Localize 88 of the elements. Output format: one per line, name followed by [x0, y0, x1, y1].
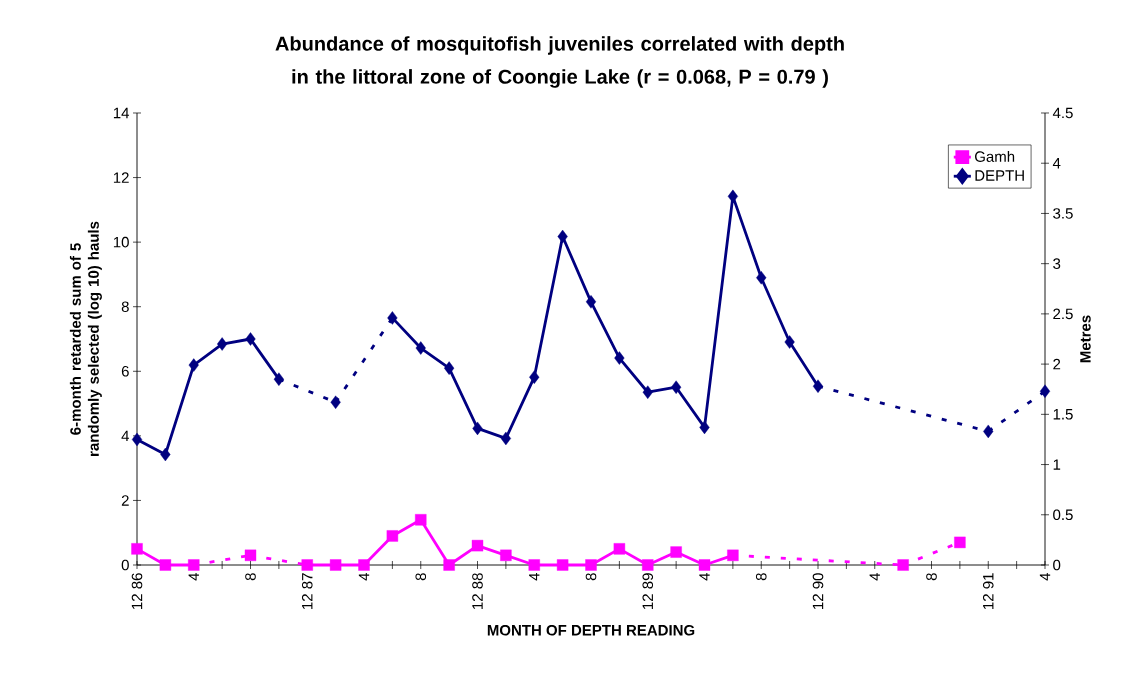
y-tick-label: 6: [121, 365, 129, 377]
point: [897, 559, 909, 571]
x-tick-label: 8: [585, 573, 597, 581]
x-tick-label: 12 88: [472, 573, 483, 609]
point: [528, 559, 540, 571]
y2-tick-label: 3.5: [1053, 208, 1073, 219]
point: [727, 189, 738, 204]
y2-tick-label: 1.5: [1053, 409, 1073, 420]
x-axis-title: MONTH OF DEPTH READING: [487, 624, 695, 636]
point: [784, 335, 795, 349]
point: [301, 559, 313, 571]
x-tick-label: 4: [1039, 572, 1051, 581]
point: [585, 559, 597, 571]
x-tick-label: 8: [755, 573, 767, 581]
point: [188, 559, 200, 571]
x-tick-label: 8: [245, 573, 256, 581]
x-tick-label: 4: [529, 572, 540, 581]
point: [500, 549, 512, 562]
y2-tick-label: 1: [1053, 459, 1061, 470]
y-tick-label: 8: [121, 301, 129, 313]
y-tick-label: 10: [113, 236, 129, 248]
point: [642, 385, 653, 399]
point: [613, 543, 626, 555]
point: [954, 536, 966, 549]
x-tick-label: 4: [699, 572, 710, 581]
point: [699, 420, 710, 435]
point: [244, 549, 257, 562]
y-tick-label: 0: [121, 559, 129, 571]
point: [698, 559, 711, 571]
y2-tick-label: 4.5: [1052, 107, 1073, 119]
point: [131, 432, 143, 447]
y2-tick-label: 4: [1052, 158, 1061, 169]
x-tick-label: 8: [926, 573, 937, 581]
x-tick-label: 4: [188, 572, 199, 581]
point: [614, 351, 625, 365]
point: [671, 380, 682, 394]
x-tick-label: 12 86: [131, 573, 143, 609]
point: [500, 431, 511, 446]
legend-label: DEPTH: [975, 170, 1024, 181]
point: [556, 559, 569, 571]
point: [188, 358, 199, 372]
x-tick-label: 4: [358, 572, 370, 581]
point: [329, 559, 342, 571]
x-tick-label: 12 87: [301, 573, 313, 609]
y-tick-label: 4: [121, 430, 130, 442]
point: [642, 559, 654, 571]
point: [529, 370, 540, 384]
y2-tick-label: 2.5: [1053, 308, 1073, 320]
legend-label: Gamh: [975, 150, 1015, 162]
point: [756, 271, 767, 285]
y2-tick-label: 3: [1053, 258, 1061, 269]
point: [330, 395, 341, 409]
point: [245, 332, 256, 346]
y2-tick-label: 2: [1053, 358, 1061, 370]
y-tick-label: 12: [113, 172, 129, 183]
point: [415, 341, 426, 355]
point: [471, 539, 484, 552]
point: [585, 295, 597, 309]
point: [386, 530, 399, 542]
point: [812, 379, 824, 393]
x-tick-label: 12 91: [982, 573, 994, 609]
point: [160, 447, 171, 462]
y-axis-title: 6-month retarded sum of 5 randomly selected (log 10) hauls: [69, 221, 102, 456]
y2-tick-label: 0.5: [1053, 509, 1073, 521]
y2-axis-title: Metres: [1080, 315, 1091, 363]
point: [983, 424, 994, 439]
point: [415, 514, 427, 526]
point: [727, 549, 739, 562]
y-tick-label: 2: [121, 495, 129, 506]
point: [444, 361, 455, 375]
x-tick-label: 4: [869, 572, 880, 581]
x-tick-label: 12 90: [812, 573, 824, 609]
point: [358, 559, 370, 571]
x-tick-label: 12 89: [642, 573, 654, 609]
y2-tick-label: 0: [1053, 559, 1061, 571]
chart-title: Abundance of mosquitofish juveniles correlated with depth in the littoral zone of Coongie Lake (r = 0.068, P = 0.79 ): [275, 36, 844, 88]
point: [472, 421, 483, 436]
point: [557, 229, 568, 244]
point: [670, 546, 682, 558]
point: [1039, 384, 1051, 398]
point: [387, 311, 398, 325]
point: [273, 372, 284, 386]
point: [159, 559, 172, 571]
point: [131, 543, 143, 555]
y-tick-label: 14: [113, 107, 130, 119]
x-tick-label: 8: [415, 573, 427, 581]
point: [443, 559, 455, 571]
point: [217, 337, 228, 351]
